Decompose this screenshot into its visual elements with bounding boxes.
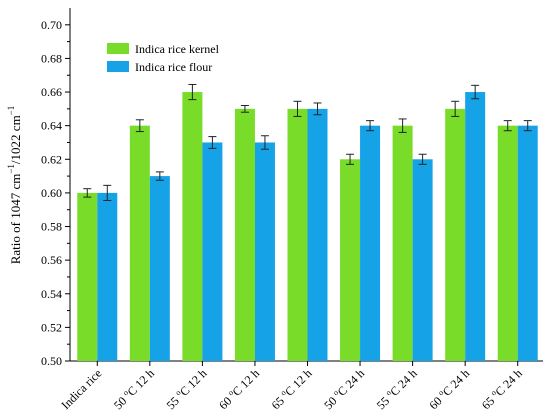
y-tick-label: 0.56 (41, 253, 62, 267)
bar (202, 142, 223, 361)
y-axis-title-part-1: Ratio of 1047 cm (8, 174, 23, 265)
bar (340, 159, 361, 361)
y-axis-title-part-2: /1022 cm (8, 115, 23, 164)
y-axis-ticks: 0.50 0.52 0.54 0.56 0.58 0.60 0.62 0.64 0.66 0.68… (41, 18, 70, 368)
y-tick-label: 0.70 (41, 18, 62, 32)
y-tick-label: 0.50 (41, 354, 62, 368)
y-tick-label: 0.60 (41, 186, 62, 200)
x-tick-label: 50 oC 12 h (110, 366, 157, 413)
x-tick-label: 50 oC 24 h (320, 366, 367, 413)
bar (149, 176, 170, 361)
bar (497, 125, 518, 362)
bar (465, 92, 486, 362)
bar (517, 125, 538, 362)
bar (254, 142, 275, 361)
legend-item-kernel: Indica rice kernel (107, 42, 220, 56)
bar (97, 192, 118, 361)
x-tick-label: Indica rice (58, 366, 104, 412)
y-tick-label: 0.54 (41, 287, 62, 301)
bar (287, 108, 308, 361)
x-tick-label: 55 oC 24 h (373, 366, 420, 413)
bar (360, 125, 381, 362)
legend-swatch-kernel (107, 43, 129, 54)
x-tick-label: 60 oC 12 h (215, 366, 262, 413)
bar (307, 108, 328, 361)
y-tick-label: 0.66 (41, 85, 62, 99)
legend-label-kernel: Indica rice kernel (135, 42, 220, 56)
bar (77, 192, 98, 361)
y-tick-label: 0.68 (41, 51, 62, 65)
y-tick-label: 0.52 (41, 320, 62, 334)
x-tick-label: 55 oC 12 h (163, 366, 210, 413)
x-tick-label: 65 oC 24 h (478, 366, 525, 413)
error-bars (83, 83, 532, 201)
y-axis-title: Ratio of 1047 cm−1/1022 cm−1 (6, 106, 23, 265)
bar (129, 125, 150, 362)
bar (392, 125, 413, 362)
y-tick-label: 0.58 (41, 220, 62, 234)
bar (182, 92, 203, 362)
legend-swatch-flour (107, 61, 129, 72)
y-axis-title-sup-2: −1 (6, 106, 16, 116)
x-tick-label: 60 oC 24 h (426, 366, 473, 413)
legend-label-flour: Indica rice flour (135, 60, 212, 74)
legend: Indica rice kernel Indica rice flour (107, 42, 220, 74)
bar (234, 108, 255, 361)
bars (77, 92, 538, 362)
y-tick-label: 0.64 (41, 119, 62, 133)
y-axis-title-sup-1: −1 (6, 164, 16, 174)
x-tick-label: 65 oC 12 h (268, 366, 315, 413)
bar (445, 108, 466, 361)
bar (412, 159, 433, 361)
x-tick-labels: Indica rice 50 oC 12 h55 oC 12 h60 oC 12 … (58, 361, 525, 413)
y-tick-label: 0.62 (41, 152, 62, 166)
legend-item-flour: Indica rice flour (107, 60, 212, 74)
